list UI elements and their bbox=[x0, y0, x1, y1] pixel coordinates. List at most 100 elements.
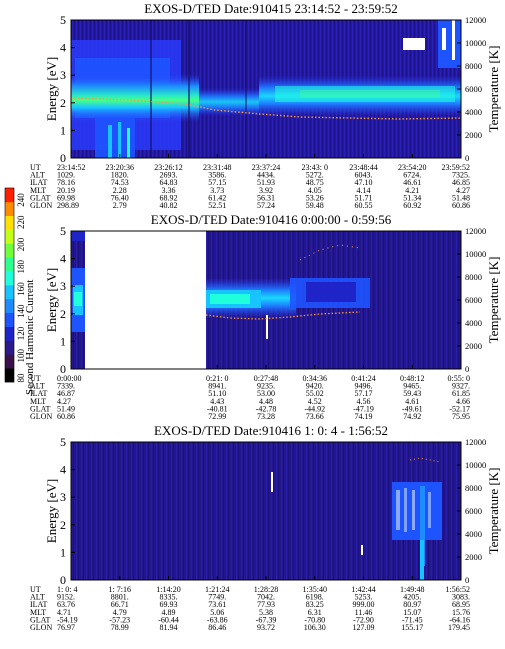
ephemeris-cell: 1:35:40 bbox=[303, 585, 327, 594]
ephemeris-row-label: GLAT bbox=[30, 193, 51, 202]
y2tick-label: 4000 bbox=[465, 107, 482, 117]
colorbar-tick-label: 140 bbox=[16, 304, 26, 318]
ephemeris-cell: 23:48:44 bbox=[349, 163, 377, 172]
colorbar-swatch bbox=[5, 188, 14, 203]
colorbar-swatch bbox=[5, 243, 14, 258]
colorbar-swatch bbox=[5, 201, 14, 217]
ephemeris-cell: 74.53 bbox=[111, 178, 129, 187]
ytick-label: 2 bbox=[60, 96, 66, 110]
ephemeris-cell: 86.46 bbox=[208, 623, 226, 632]
ephemeris-cell: 6724. bbox=[403, 171, 421, 180]
ephemeris-row-label: GLAT bbox=[30, 404, 51, 413]
colorbar-tick-label: 180 bbox=[16, 260, 26, 274]
ephemeris-cell: 3.73 bbox=[210, 186, 224, 195]
ephemeris-cell: 60.55 bbox=[355, 201, 373, 210]
colorbar-swatch bbox=[5, 298, 14, 314]
panel-3-ylabel: Energy [eV] bbox=[44, 479, 59, 543]
ephemeris-cell: 298.89 bbox=[57, 201, 79, 210]
panel-1-ylabel: Energy [eV] bbox=[44, 57, 59, 121]
ephemeris-cell: 53.00 bbox=[257, 389, 275, 398]
panel-1: EXOS-D/TED Date:910415 23:14:52 - 23:59:… bbox=[30, 1, 501, 210]
ephemeris-cell: -64.16 bbox=[449, 615, 470, 624]
ephemeris-cell: 1:49:48 bbox=[400, 585, 424, 594]
ephemeris-cell: -44.92 bbox=[304, 404, 325, 413]
colorbar-tick-label: 220 bbox=[16, 215, 26, 229]
colorbar-tick-label: 120 bbox=[16, 326, 26, 340]
ephemeris-cell: 51.48 bbox=[452, 193, 470, 202]
ephemeris-cell: 4.05 bbox=[308, 186, 322, 195]
ephemeris-cell: 3586. bbox=[208, 171, 226, 180]
ytick-label: 5 bbox=[60, 435, 66, 449]
ephemeris-cell: 46.87 bbox=[57, 389, 75, 398]
colorbar-swatch bbox=[5, 354, 14, 369]
panel-3-yticks: 5 4 3 2 1 0 bbox=[60, 435, 75, 587]
ephemeris-row-label: UT bbox=[30, 374, 41, 383]
ephemeris-cell: 93.72 bbox=[257, 623, 275, 632]
ytick-label: 4 bbox=[60, 41, 66, 55]
panel-2-yticks: 5 4 3 2 1 0 bbox=[60, 224, 75, 376]
ephemeris-cell: 0:27:48 bbox=[254, 374, 278, 383]
ephemeris-cell: 1029. bbox=[57, 171, 75, 180]
ephemeris-cell: 6043. bbox=[355, 171, 373, 180]
ephemeris-cell: 73.28 bbox=[257, 412, 275, 421]
ephemeris-row-label: ALT bbox=[30, 171, 45, 180]
ephemeris-cell: 8941. bbox=[208, 382, 226, 391]
colorbar-tick-label: 240 bbox=[16, 193, 26, 207]
colorbar-tick-label: 100 bbox=[16, 349, 26, 363]
ephemeris-cell: 2.28 bbox=[113, 186, 127, 195]
ephemeris-cell: 2.79 bbox=[113, 201, 127, 210]
colorbar-swatch bbox=[5, 271, 14, 286]
ephemeris-row-label: ALT bbox=[30, 382, 45, 391]
ytick-label: 2 bbox=[60, 307, 66, 321]
colorbar-tick-label: 200 bbox=[16, 237, 26, 251]
ephemeris-cell: 9152. bbox=[57, 593, 75, 602]
ephemeris-cell: 66.71 bbox=[111, 600, 129, 609]
ephemeris-cell: 4.79 bbox=[113, 608, 127, 617]
ephemeris-row-label: ILAT bbox=[30, 600, 47, 609]
ephemeris-cell: 23:43: 0 bbox=[302, 163, 328, 172]
ytick-label: 5 bbox=[60, 224, 66, 238]
ytick-label: 2 bbox=[60, 518, 66, 532]
ephemeris-row-label: GLON bbox=[30, 201, 52, 210]
ephemeris-cell: 7042. bbox=[257, 593, 275, 602]
y2tick-label: 2000 bbox=[465, 341, 482, 351]
ephemeris-cell: 0:55: 0 bbox=[448, 374, 470, 383]
panel-2: EXOS-D/TED Date:910416 0:00:00 - 0:59:56… bbox=[30, 212, 501, 421]
ephemeris-cell: 6198. bbox=[306, 593, 324, 602]
ephemeris-cell: 5.38 bbox=[259, 608, 273, 617]
ephemeris-cell: 23:20:36 bbox=[106, 163, 134, 172]
y2tick-label: 10000 bbox=[465, 249, 486, 259]
panel-2-plot bbox=[70, 230, 462, 370]
ephemeris-cell: 68.95 bbox=[452, 600, 470, 609]
ephemeris-cell: 46.85 bbox=[452, 178, 470, 187]
panel-3: EXOS-D/TED Date:910416 1: 0: 4 - 1:56:52… bbox=[30, 423, 501, 632]
panel-1-yticks: 5 4 3 2 1 0 bbox=[60, 13, 75, 165]
ephemeris-cell: 81.94 bbox=[160, 623, 178, 632]
ephemeris-cell: -42.78 bbox=[256, 404, 277, 413]
colorbar-tick-label: 160 bbox=[16, 282, 26, 296]
ephemeris-cell: 83.25 bbox=[306, 600, 324, 609]
y2tick-label: 8000 bbox=[465, 483, 482, 493]
ephemeris-cell: 80.97 bbox=[403, 600, 421, 609]
ephemeris-cell: 78.16 bbox=[57, 178, 75, 187]
y2tick-label: 0 bbox=[465, 153, 469, 163]
colorbar-ticks: 240 220 200 180 160 140 120 100 80 bbox=[16, 193, 26, 383]
ephemeris-cell: 1:28:28 bbox=[254, 585, 278, 594]
ephemeris-cell: 9496. bbox=[355, 382, 373, 391]
ephemeris-cell: 5272. bbox=[306, 171, 324, 180]
y2tick-label: 0 bbox=[465, 575, 469, 585]
colorbar-frame bbox=[4, 187, 15, 383]
panel-2-y2label: Temperature [K] bbox=[486, 257, 501, 344]
y2tick-label: 0 bbox=[465, 364, 469, 374]
ephemeris-row-label: GLON bbox=[30, 412, 52, 421]
colorbar-label: Second Harmonic Current bbox=[24, 280, 36, 395]
ephemeris-cell: -47.19 bbox=[353, 404, 374, 413]
ephemeris-cell: 8335. bbox=[160, 593, 178, 602]
ephemeris-cell: 51.34 bbox=[403, 193, 421, 202]
ephemeris-cell: 15.07 bbox=[403, 608, 421, 617]
ephemeris-cell: 5.06 bbox=[210, 608, 224, 617]
ephemeris-cell: 23:14:52 bbox=[57, 163, 85, 172]
ephemeris-cell: 0:34:36 bbox=[303, 374, 327, 383]
